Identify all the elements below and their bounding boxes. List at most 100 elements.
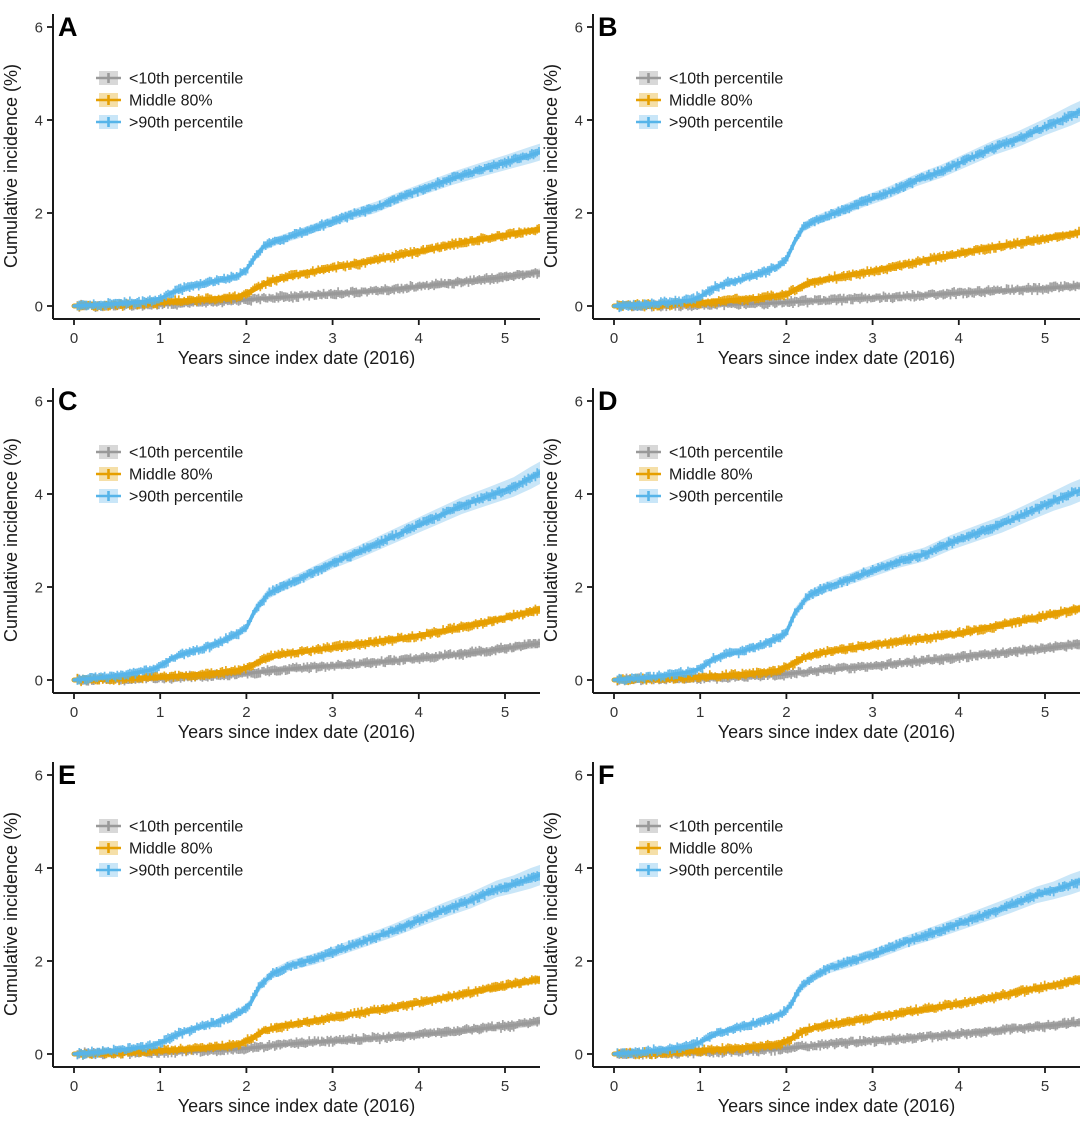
legend-item-middle-80: Middle 80%: [96, 841, 213, 858]
x-tick-label: 1: [156, 1078, 164, 1095]
y-tick-label: 6: [35, 394, 43, 411]
y-tick-label: 4: [575, 861, 583, 878]
y-tick-label: 6: [575, 20, 583, 37]
legend-item-10th-percentile: <10th percentile: [636, 819, 783, 836]
legend-item-10th-percentile: <10th percentile: [636, 445, 783, 462]
x-tick-label: 2: [242, 704, 250, 721]
y-tick-label: 4: [35, 861, 43, 878]
legend-item-90th-percentile: >90th percentile: [96, 115, 243, 132]
series-censor-ticks-90th-percentile: [616, 486, 1080, 685]
legend-item-90th-percentile: >90th percentile: [96, 863, 243, 880]
x-tick-label: 1: [696, 704, 704, 721]
legend-label: Middle 80%: [129, 841, 213, 858]
panel-D: 0 2 4 6 0 1 2 3 4 5 Years since index date (2016) C…: [541, 386, 1080, 742]
legend-item-middle-80: Middle 80%: [636, 467, 753, 484]
x-tick-label: 5: [501, 704, 509, 721]
x-tick-label: 2: [782, 1078, 790, 1095]
x-tick-label: 5: [501, 1078, 509, 1095]
y-tick-label: 4: [575, 113, 583, 130]
legend: <10th percentile Middle 80% >90th percenti…: [636, 819, 783, 880]
legend: <10th percentile Middle 80% >90th percenti…: [96, 71, 243, 132]
x-tick-label: 3: [328, 704, 336, 721]
series-censor-ticks-90th-percentile: [616, 107, 1080, 313]
x-tick-label: 4: [955, 330, 963, 347]
legend-item-90th-percentile: >90th percentile: [636, 489, 783, 506]
legend-label: Middle 80%: [669, 93, 753, 110]
legend-item-90th-percentile: >90th percentile: [636, 863, 783, 880]
x-tick-label: 4: [415, 1078, 423, 1095]
y-axis-title: Cumulative incidence (%): [541, 438, 561, 642]
legend-item-middle-80: Middle 80%: [636, 93, 753, 110]
x-tick-label: 0: [610, 704, 618, 721]
x-tick-label: 1: [156, 704, 164, 721]
x-tick-label: 2: [242, 330, 250, 347]
y-tick-label: 4: [35, 113, 43, 130]
x-tick-label: 0: [70, 330, 78, 347]
x-tick-label: 4: [955, 1078, 963, 1095]
x-axis-title: Years since index date (2016): [718, 1096, 956, 1116]
panel-E: 0 2 4 6 0 1 2 3 4 5 Years since index date (2016) C…: [1, 760, 540, 1116]
y-axis-title: Cumulative incidence (%): [541, 64, 561, 268]
y-tick-label: 0: [575, 673, 583, 690]
y-tick-label: 2: [35, 954, 43, 971]
legend-label: Middle 80%: [129, 467, 213, 484]
panel-letter: E: [58, 760, 76, 790]
legend-item-10th-percentile: <10th percentile: [96, 71, 243, 88]
legend-item-10th-percentile: <10th percentile: [96, 819, 243, 836]
x-tick-label: 3: [868, 330, 876, 347]
legend-label: <10th percentile: [669, 71, 783, 88]
x-tick-label: 2: [242, 1078, 250, 1095]
panel-letter: A: [58, 12, 78, 42]
legend-label: <10th percentile: [669, 819, 783, 836]
panel-B: 0 2 4 6 0 1 2 3 4 5 Years since index date (2016) C…: [541, 12, 1080, 368]
y-tick-label: 6: [35, 768, 43, 785]
series-censor-ticks-90th-percentile: [76, 147, 540, 311]
legend-item-90th-percentile: >90th percentile: [96, 489, 243, 506]
y-tick-label: 2: [35, 206, 43, 223]
y-tick-label: 0: [35, 1047, 43, 1064]
x-tick-label: 1: [696, 330, 704, 347]
legend-label: <10th percentile: [129, 71, 243, 88]
x-tick-label: 0: [70, 704, 78, 721]
y-tick-label: 0: [35, 299, 43, 316]
legend-label: >90th percentile: [129, 115, 243, 132]
x-tick-label: 3: [868, 1078, 876, 1095]
legend-label: >90th percentile: [669, 863, 783, 880]
panel-A: 0 2 4 6 0 1 2 3 4 5 Years since index date (2016) C…: [1, 12, 540, 368]
x-tick-label: 2: [782, 330, 790, 347]
legend: <10th percentile Middle 80% >90th percenti…: [96, 819, 243, 880]
series-censor-ticks-90th-percentile: [616, 877, 1080, 1059]
x-tick-label: 1: [696, 1078, 704, 1095]
y-axis-title: Cumulative incidence (%): [1, 64, 21, 268]
panel-C: 0 2 4 6 0 1 2 3 4 5 Years since index date (2016) C…: [1, 386, 540, 742]
x-tick-label: 5: [501, 330, 509, 347]
x-tick-label: 4: [415, 704, 423, 721]
legend-item-10th-percentile: <10th percentile: [96, 445, 243, 462]
legend: <10th percentile Middle 80% >90th percenti…: [96, 445, 243, 506]
x-axis-title: Years since index date (2016): [178, 348, 416, 368]
x-axis-title: Years since index date (2016): [718, 722, 956, 742]
y-tick-label: 0: [575, 299, 583, 316]
y-tick-label: 0: [575, 1047, 583, 1064]
x-tick-label: 0: [610, 1078, 618, 1095]
legend-label: >90th percentile: [669, 489, 783, 506]
series-censor-ticks-90th-percentile: [76, 468, 540, 685]
y-tick-label: 2: [575, 206, 583, 223]
y-tick-label: 0: [35, 673, 43, 690]
legend-item-10th-percentile: <10th percentile: [636, 71, 783, 88]
legend-item-middle-80: Middle 80%: [96, 467, 213, 484]
x-tick-label: 4: [415, 330, 423, 347]
legend-item-90th-percentile: >90th percentile: [636, 115, 783, 132]
legend-item-middle-80: Middle 80%: [636, 841, 753, 858]
x-tick-label: 4: [955, 704, 963, 721]
y-tick-label: 6: [35, 20, 43, 37]
x-tick-label: 2: [782, 704, 790, 721]
series-censor-ticks-90th-percentile: [76, 871, 540, 1060]
y-tick-label: 2: [575, 954, 583, 971]
legend-label: <10th percentile: [129, 445, 243, 462]
y-tick-label: 2: [35, 580, 43, 597]
legend: <10th percentile Middle 80% >90th percenti…: [636, 71, 783, 132]
legend-label: >90th percentile: [669, 115, 783, 132]
legend-label: Middle 80%: [669, 841, 753, 858]
legend-item-middle-80: Middle 80%: [96, 93, 213, 110]
